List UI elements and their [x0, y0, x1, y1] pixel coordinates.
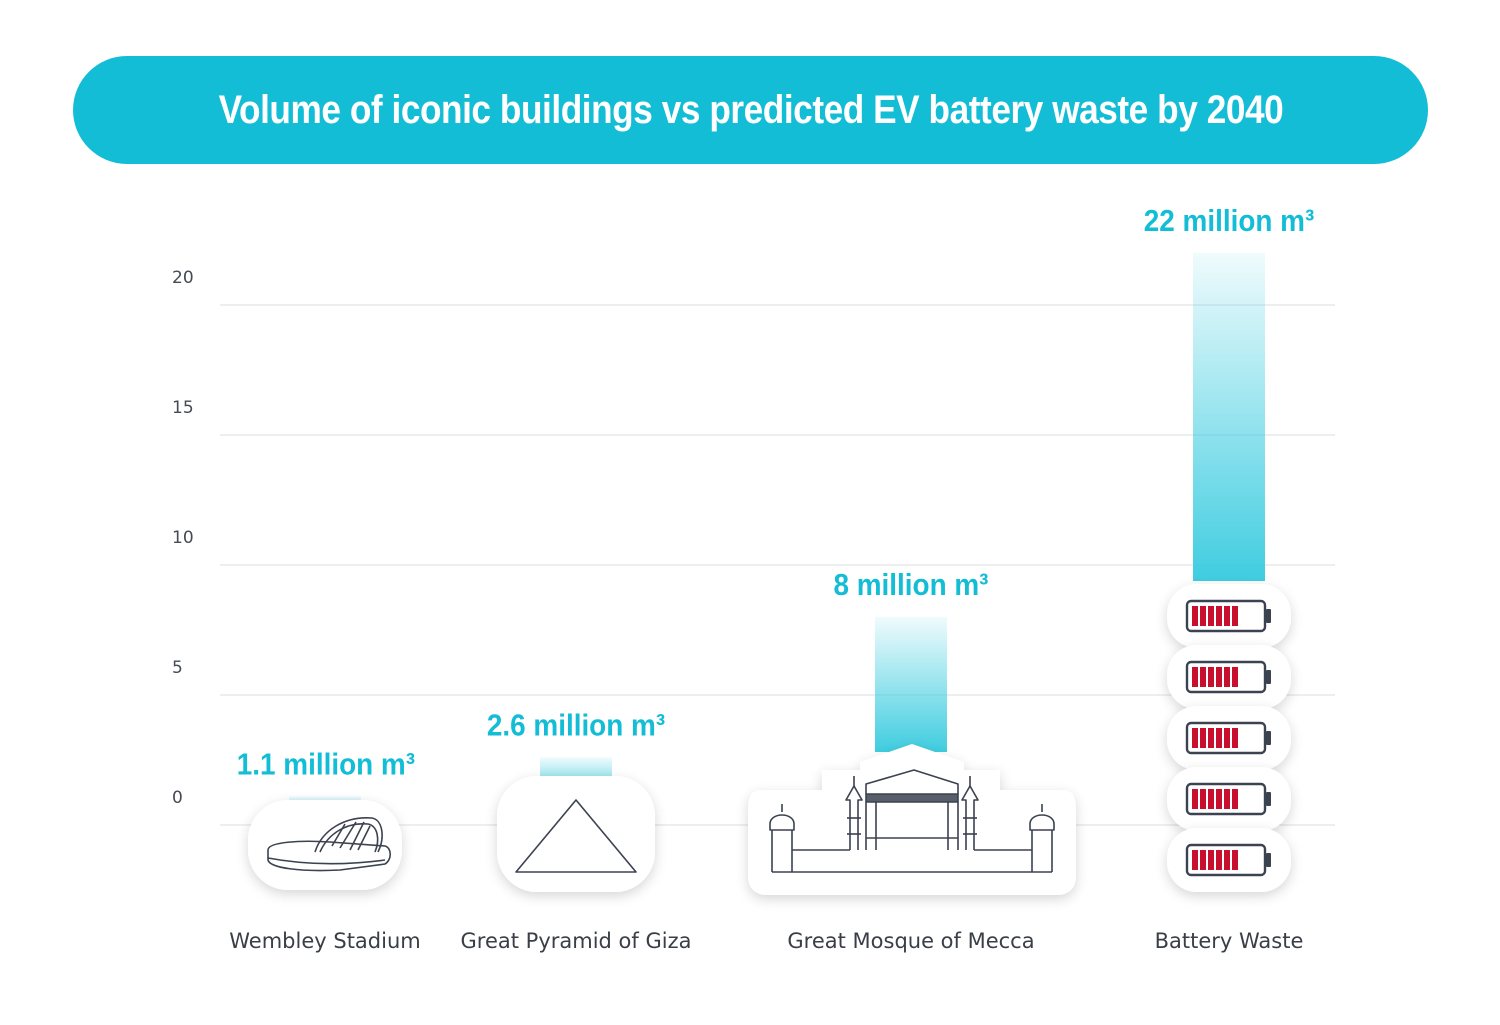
value-labels: 1.1 million m³ 2.6 million m³ 8 million m³…: [237, 204, 1315, 782]
category-label: Great Mosque of Mecca: [787, 929, 1034, 953]
pyramid-icon: [497, 776, 655, 892]
value-label: 1.1 million m³: [237, 747, 415, 782]
category-labels: Wembley Stadium Great Pyramid of Giza Grea…: [229, 929, 1303, 953]
y-axis-ticks: 0 5 10 15 20: [172, 268, 194, 808]
category-label: Great Pyramid of Giza: [461, 929, 692, 953]
y-tick-label: 20: [172, 268, 194, 288]
mosque-icon: [748, 744, 1076, 895]
category-label: Battery Waste: [1155, 929, 1304, 953]
y-tick-label: 0: [172, 788, 183, 808]
y-tick-label: 5: [172, 658, 183, 678]
y-tick-label: 10: [172, 528, 194, 548]
value-label: 2.6 million m³: [487, 708, 665, 743]
bars: [289, 253, 1265, 825]
title-banner: Volume of iconic buildings vs predicted …: [73, 56, 1428, 164]
chart-title: Volume of iconic buildings vs predicted …: [218, 87, 1283, 132]
category-label: Wembley Stadium: [229, 929, 420, 953]
value-label: 8 million m³: [834, 568, 989, 603]
bar-battery-stack: [1193, 253, 1265, 581]
battery-stack-icon: [1167, 584, 1291, 892]
y-tick-label: 15: [172, 398, 194, 418]
value-label: 22 million m³: [1144, 204, 1315, 239]
stadium-icon: [248, 800, 402, 890]
bar-mosque: [875, 617, 947, 752]
